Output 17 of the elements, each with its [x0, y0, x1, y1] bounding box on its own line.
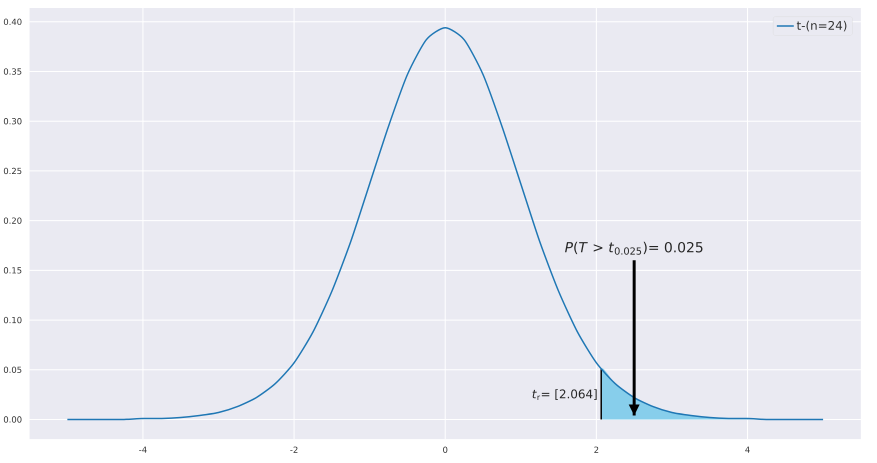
y-tick-label: 0.40 [4, 18, 22, 26]
x-tick-label: -4 [139, 446, 147, 453]
y-tick-label: 0.25 [4, 168, 22, 174]
y-tick-label: 0.35 [4, 68, 22, 75]
legend-label: t-(n=24) [796, 20, 846, 32]
y-tick-label: 0.15 [4, 267, 22, 274]
x-tick-label: 2 [594, 446, 598, 453]
annotation: P(T > t$_{0.025}$)= 0.025 [565, 242, 702, 255]
x-tick-label: -2 [290, 446, 298, 453]
y-tick-label: 0.10 [4, 316, 22, 324]
y-tick-label: 0.05 [4, 366, 22, 374]
x-tick-label: 4 [745, 446, 750, 453]
y-tick-label: 0.30 [4, 118, 22, 124]
y-tick-label: 0.00 [4, 416, 22, 423]
y-tick-label: 0.20 [4, 217, 22, 224]
annotation: t$_{r}$= [2.064] [532, 389, 597, 400]
x-tick-label: 0 [443, 446, 448, 453]
